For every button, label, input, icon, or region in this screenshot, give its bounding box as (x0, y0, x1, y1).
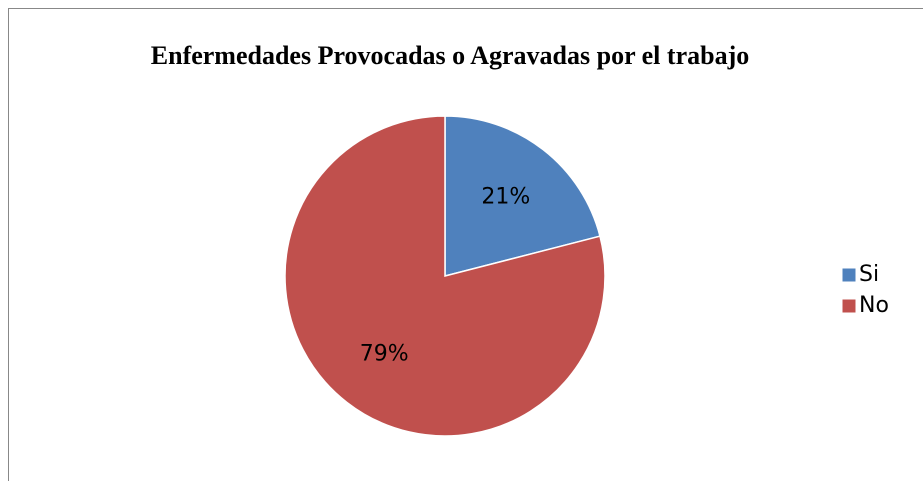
legend-swatch (841, 298, 857, 314)
pie-slice (444, 115, 601, 277)
chart-title: Enfermedades Provocadas o Agravadas por … (150, 41, 750, 70)
chart-frame (8, 8, 923, 481)
legend-label: Si (859, 262, 879, 287)
data-label: 79% (360, 341, 409, 366)
data-label: 21% (481, 185, 530, 210)
legend-swatch (841, 267, 857, 283)
legend-label: No (859, 293, 889, 318)
pie-slice (284, 115, 606, 437)
